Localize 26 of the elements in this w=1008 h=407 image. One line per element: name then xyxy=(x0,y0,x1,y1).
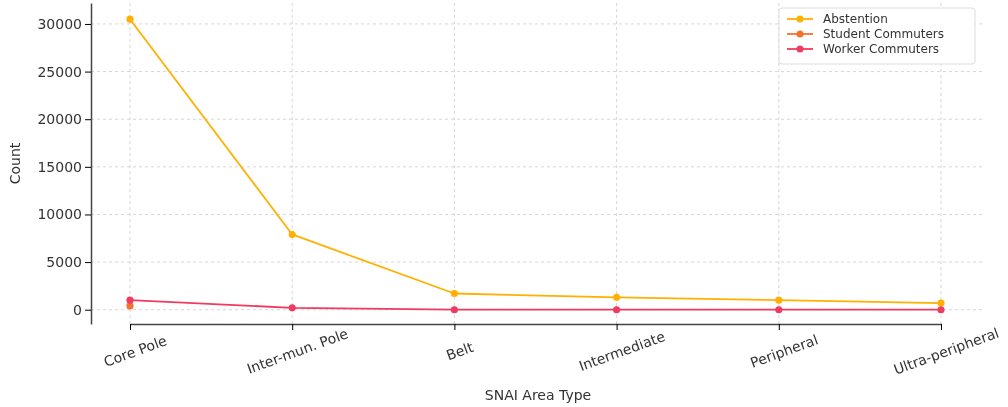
x-tick-label: Belt xyxy=(443,338,476,364)
legend-label: Student Commuters xyxy=(823,27,945,42)
point xyxy=(937,299,945,307)
x-axis-title: SNAI Area Type xyxy=(484,387,592,403)
point xyxy=(450,306,458,314)
point xyxy=(775,306,783,314)
point xyxy=(126,15,134,23)
x-tick-label: Core Pole xyxy=(101,332,169,370)
point xyxy=(937,306,945,314)
legend-label: Worker Commuters xyxy=(823,42,940,57)
y-tick-label: 15000 xyxy=(37,158,82,175)
point xyxy=(613,293,621,301)
y-tick-label: 5000 xyxy=(46,254,82,271)
y-axis-title: Count xyxy=(7,142,23,185)
point xyxy=(126,296,134,304)
point xyxy=(450,289,458,298)
point xyxy=(775,296,783,304)
y-tick-label: 30000 xyxy=(37,15,82,32)
y-tick-label: 10000 xyxy=(37,206,82,223)
y-tick-label: 25000 xyxy=(37,63,82,80)
y-tick-label: 20000 xyxy=(37,111,82,128)
point xyxy=(288,304,296,312)
y-tick-label: 0 xyxy=(73,301,82,318)
legend-label: Abstention xyxy=(823,12,888,27)
point xyxy=(613,306,621,314)
point xyxy=(288,230,296,239)
